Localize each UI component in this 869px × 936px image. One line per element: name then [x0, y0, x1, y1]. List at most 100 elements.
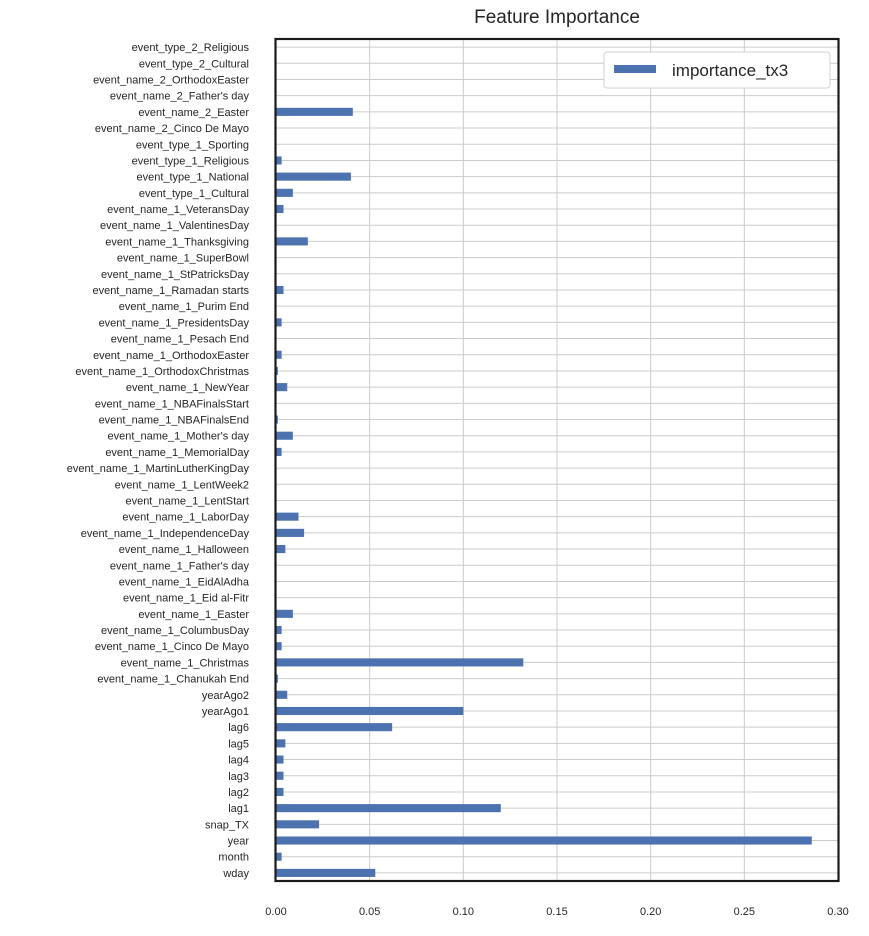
- x-tick-label: 0.00: [265, 906, 286, 918]
- bar: [276, 625, 282, 635]
- y-tick-label: event_name_1_Halloween: [119, 544, 249, 556]
- y-tick-label: event_name_1_NBAFinalsEnd: [99, 415, 249, 427]
- y-tick-label: event_name_1_ValentinesDay: [100, 220, 250, 232]
- bar: [276, 690, 288, 699]
- y-tick-label: event_name_1_LaborDay: [122, 512, 249, 524]
- legend: importance_tx3: [603, 51, 831, 89]
- y-tick-label: event_name_1_LentStart: [125, 495, 249, 507]
- y-tick-label: event_name_1_Mother's day: [107, 431, 249, 443]
- y-tick-label: event_type_2_Religious: [132, 42, 250, 54]
- y-tick-labels: wday month year snap_TX lag1 lag2 lag3 lag4 lag5…: [67, 42, 250, 880]
- bar: [276, 706, 464, 716]
- bar: [276, 658, 524, 667]
- y-tick-label: lag3: [228, 771, 249, 783]
- y-tick-label: lag4: [228, 755, 249, 767]
- bar: [276, 674, 278, 683]
- y-tick-label: event_type_2_Cultural: [139, 58, 249, 70]
- bar: [276, 237, 308, 246]
- y-tick-label: event_name_1_SuperBowl: [117, 253, 249, 265]
- y-tick-label: lag1: [228, 803, 249, 815]
- bar: [276, 868, 376, 877]
- y-tick-label: yearAgo1: [202, 706, 249, 718]
- bar: [276, 156, 282, 165]
- bar: [276, 512, 299, 521]
- y-tick-label: snap_TX: [205, 819, 250, 831]
- bar: [276, 739, 286, 748]
- y-tick-label: event_name_1_StPatricksDay: [101, 269, 249, 281]
- y-tick-label: event_name_1_Father's day: [110, 560, 250, 572]
- y-tick-label: event_name_1_MartinLutherKingDay: [67, 463, 250, 475]
- y-tick-label: event_type_1_Cultural: [139, 188, 249, 200]
- bar: [276, 852, 282, 861]
- y-tick-label: lag6: [228, 722, 249, 734]
- bar: [276, 350, 282, 359]
- y-tick-label: event_name_1_Ramadan starts: [92, 285, 249, 297]
- y-tick-label: event_name_1_Chanukah End: [97, 674, 249, 686]
- y-tick-label: event_name_1_IndependenceDay: [81, 528, 250, 540]
- y-tick-label: event_name_1_OrthodoxChristmas: [75, 366, 249, 378]
- bar: [276, 771, 284, 780]
- bar: [276, 642, 282, 651]
- grid-lines: [275, 39, 839, 881]
- y-tick-label: event_name_1_Christmas: [121, 657, 250, 669]
- bar: [276, 107, 353, 116]
- bar: [276, 836, 812, 845]
- y-tick-label: event_name_1_Cinco De Mayo: [95, 641, 249, 653]
- legend-box: [603, 51, 831, 89]
- x-tick-label: 0.05: [359, 906, 380, 918]
- bar: [276, 723, 393, 732]
- bar: [276, 204, 284, 214]
- chart-title: Feature Importance: [474, 7, 640, 28]
- bar: [276, 415, 278, 424]
- y-tick-label: event_name_1_Purim End: [119, 301, 249, 313]
- x-tick-label: 0.25: [734, 906, 755, 918]
- y-tick-label: event_name_2_OrthodoxEaster: [93, 74, 249, 86]
- y-tick-label: event_name_1_OrthodoxEaster: [93, 350, 249, 362]
- bar: [276, 366, 278, 375]
- y-tick-label: year: [228, 836, 250, 848]
- y-tick-label: month: [218, 852, 249, 864]
- bar: [276, 820, 320, 829]
- bar: [276, 188, 293, 197]
- y-tick-label: event_name_2_Cinco De Mayo: [95, 123, 249, 135]
- bar: [276, 528, 305, 537]
- bar: [276, 787, 284, 796]
- y-tick-label: wday: [222, 868, 249, 880]
- y-tick-label: event_name_1_EidAlAdha: [119, 576, 250, 588]
- bar: [276, 172, 351, 181]
- x-tick-label: 0.10: [453, 906, 474, 918]
- y-tick-label: yearAgo2: [202, 690, 249, 702]
- y-tick-label: event_name_2_Easter: [138, 107, 249, 119]
- x-tick-labels: 0.00 0.05 0.10 0.15 0.20 0.25 0.30: [265, 906, 848, 918]
- plot-frame: [274, 37, 840, 883]
- y-tick-label: event_name_1_VeteransDay: [107, 204, 249, 216]
- legend-label: importance_tx3: [672, 61, 788, 80]
- y-tick-label: event_name_2_Father's day: [110, 91, 250, 103]
- y-tick-label: lag5: [228, 738, 249, 750]
- x-tick-label: 0.15: [546, 906, 567, 918]
- y-tick-label: event_type_1_Religious: [132, 155, 250, 167]
- legend-swatch: [614, 65, 656, 73]
- bar: [276, 545, 286, 554]
- x-tick-label: 0.30: [827, 906, 848, 918]
- y-tick-label: event_name_1_LentWeek2: [115, 479, 249, 491]
- bar: [276, 804, 501, 813]
- y-tick-label: event_name_1_Pesach End: [111, 334, 249, 346]
- bar: [276, 431, 293, 440]
- bar: [276, 755, 284, 764]
- y-tick-label: event_name_1_PresidentsDay: [99, 317, 250, 329]
- y-tick-label: event_name_1_Easter: [138, 609, 249, 621]
- y-tick-label: event_name_1_ColumbusDay: [101, 625, 249, 637]
- y-tick-label: event_type_1_National: [136, 172, 249, 184]
- bar: [276, 383, 288, 392]
- bar: [276, 285, 284, 295]
- x-tick-label: 0.20: [640, 906, 661, 918]
- y-tick-label: event_name_1_NewYear: [126, 382, 249, 394]
- y-tick-label: event_type_1_Sporting: [136, 139, 249, 151]
- y-tick-label: event_name_1_MemorialDay: [105, 447, 249, 459]
- y-tick-label: event_name_1_NBAFinalsStart: [95, 398, 249, 410]
- bars: [276, 107, 812, 877]
- y-tick-label: lag2: [228, 787, 249, 799]
- bar: [276, 609, 293, 618]
